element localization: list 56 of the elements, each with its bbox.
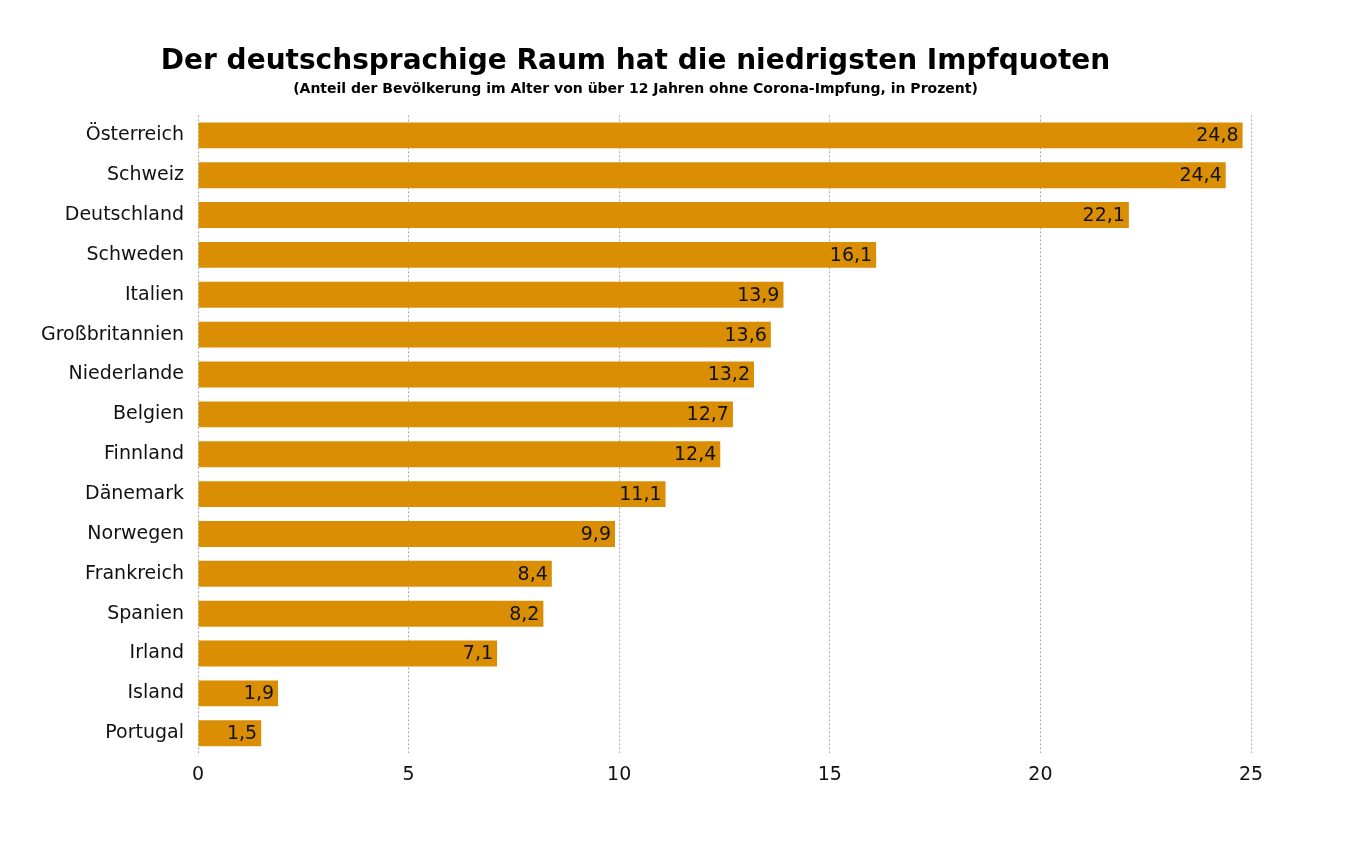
data-label: 24,8: [1196, 123, 1239, 146]
y-tick-label: Großbritannien: [40, 321, 184, 344]
bar: [198, 720, 262, 747]
y-tick-label: Finnland: [104, 441, 184, 464]
bar: [198, 441, 721, 468]
bar: [198, 521, 615, 547]
bar: [198, 401, 733, 428]
y-tick-label: Irland: [129, 640, 184, 663]
x-tick-label: 25: [1238, 761, 1264, 784]
bar: [198, 162, 1226, 189]
x-tick-label: 5: [402, 761, 415, 784]
y-tick-label: Island: [127, 680, 184, 703]
bar: [198, 640, 498, 667]
data-label: 12,4: [673, 442, 717, 465]
data-label: 13,9: [737, 282, 780, 305]
y-tick-label: Belgien: [112, 401, 184, 424]
data-label: 12,7: [686, 402, 729, 425]
bar: [198, 281, 784, 308]
y-tick-label: Schweiz: [106, 162, 185, 185]
x-tick-label: 20: [1028, 761, 1053, 784]
data-label: 22,1: [1082, 202, 1125, 225]
data-label: 8,4: [517, 561, 548, 584]
bar: [198, 560, 552, 587]
bar: [198, 361, 754, 388]
data-label: 16,1: [829, 242, 873, 265]
bar: [198, 321, 771, 348]
bar: [198, 680, 279, 707]
chart-subtitle: (Anteil der Bevölkerung im Alter von über 12 Jahren ohne Corona-Impfung, in Prozent): [293, 79, 978, 96]
chart-title: Der deutschsprachige Raum hat die niedrigsten Impfquoten: [160, 43, 1111, 77]
x-tick-label: 0: [191, 761, 205, 784]
data-label: 9,9: [580, 521, 611, 544]
y-tick-label: Portugal: [105, 720, 184, 743]
x-tick-label: 10: [607, 761, 632, 784]
data-label: 24,4: [1179, 163, 1222, 186]
y-tick-label: Dänemark: [85, 481, 184, 504]
data-label: 1,5: [226, 721, 258, 744]
y-tick-label: Deutschland: [64, 201, 184, 224]
data-label: 8,2: [509, 601, 540, 624]
y-tick-label: Italien: [125, 281, 184, 304]
bar: [198, 241, 877, 268]
data-label: 11,1: [619, 482, 662, 505]
data-label: 7,1: [462, 641, 494, 664]
bar: [198, 202, 1129, 229]
data-label: 13,2: [707, 362, 750, 385]
bar: [198, 481, 666, 508]
y-tick-label: Niederlande: [68, 361, 184, 384]
bar: [198, 600, 544, 627]
y-tick-label: Frankreich: [85, 560, 184, 583]
x-tick-label: 15: [817, 761, 842, 784]
data-label: 13,6: [724, 322, 767, 345]
y-tick-label: Spanien: [107, 600, 184, 623]
y-tick-label: Norwegen: [87, 520, 184, 543]
y-tick-label: Schweden: [86, 241, 184, 264]
bar: [198, 122, 1243, 149]
y-tick-label: Österreich: [85, 122, 184, 145]
data-label: 1,9: [243, 681, 275, 704]
